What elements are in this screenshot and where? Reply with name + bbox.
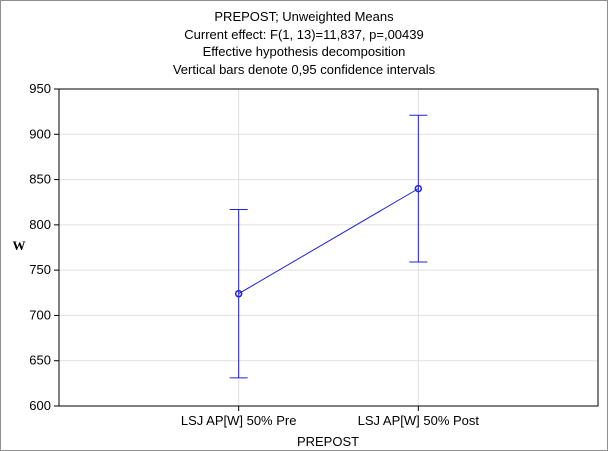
y-tick-label: 950 xyxy=(29,81,51,96)
x-axis: LSJ AP[W] 50% Pre LSJ AP[W] 50% Post xyxy=(181,406,480,428)
x-tick-label: LSJ AP[W] 50% Post xyxy=(358,413,480,428)
y-tick-label: 600 xyxy=(29,398,51,413)
y-tick-label: 850 xyxy=(29,172,51,187)
series xyxy=(229,114,428,379)
title-line-4: Vertical bars denote 0,95 confidence int… xyxy=(173,62,436,77)
y-axis: 600 650 700 750 800 850 900 950 xyxy=(29,81,59,413)
data-point xyxy=(234,289,243,298)
chart-title: PREPOST; Unweighted Means Current effect… xyxy=(173,9,436,77)
y-tick-label: 750 xyxy=(29,262,51,277)
series-line xyxy=(238,188,419,295)
y-tick-label: 800 xyxy=(29,217,51,232)
title-line-3: Effective hypothesis decomposition xyxy=(203,44,406,59)
x-tick-label: LSJ AP[W] 50% Pre xyxy=(181,413,297,428)
y-tick-label: 650 xyxy=(29,353,51,368)
title-line-1: PREPOST; Unweighted Means xyxy=(214,9,394,24)
plot-area xyxy=(58,88,599,407)
data-point xyxy=(414,184,423,193)
y-axis-title: W xyxy=(13,238,26,253)
y-tick-label: 900 xyxy=(29,126,51,141)
title-line-2: Current effect: F(1, 13)=11,837, p=,0043… xyxy=(184,27,423,42)
y-tick-label: 700 xyxy=(29,307,51,322)
grid xyxy=(59,88,598,407)
x-axis-title: PREPOST xyxy=(297,434,359,449)
